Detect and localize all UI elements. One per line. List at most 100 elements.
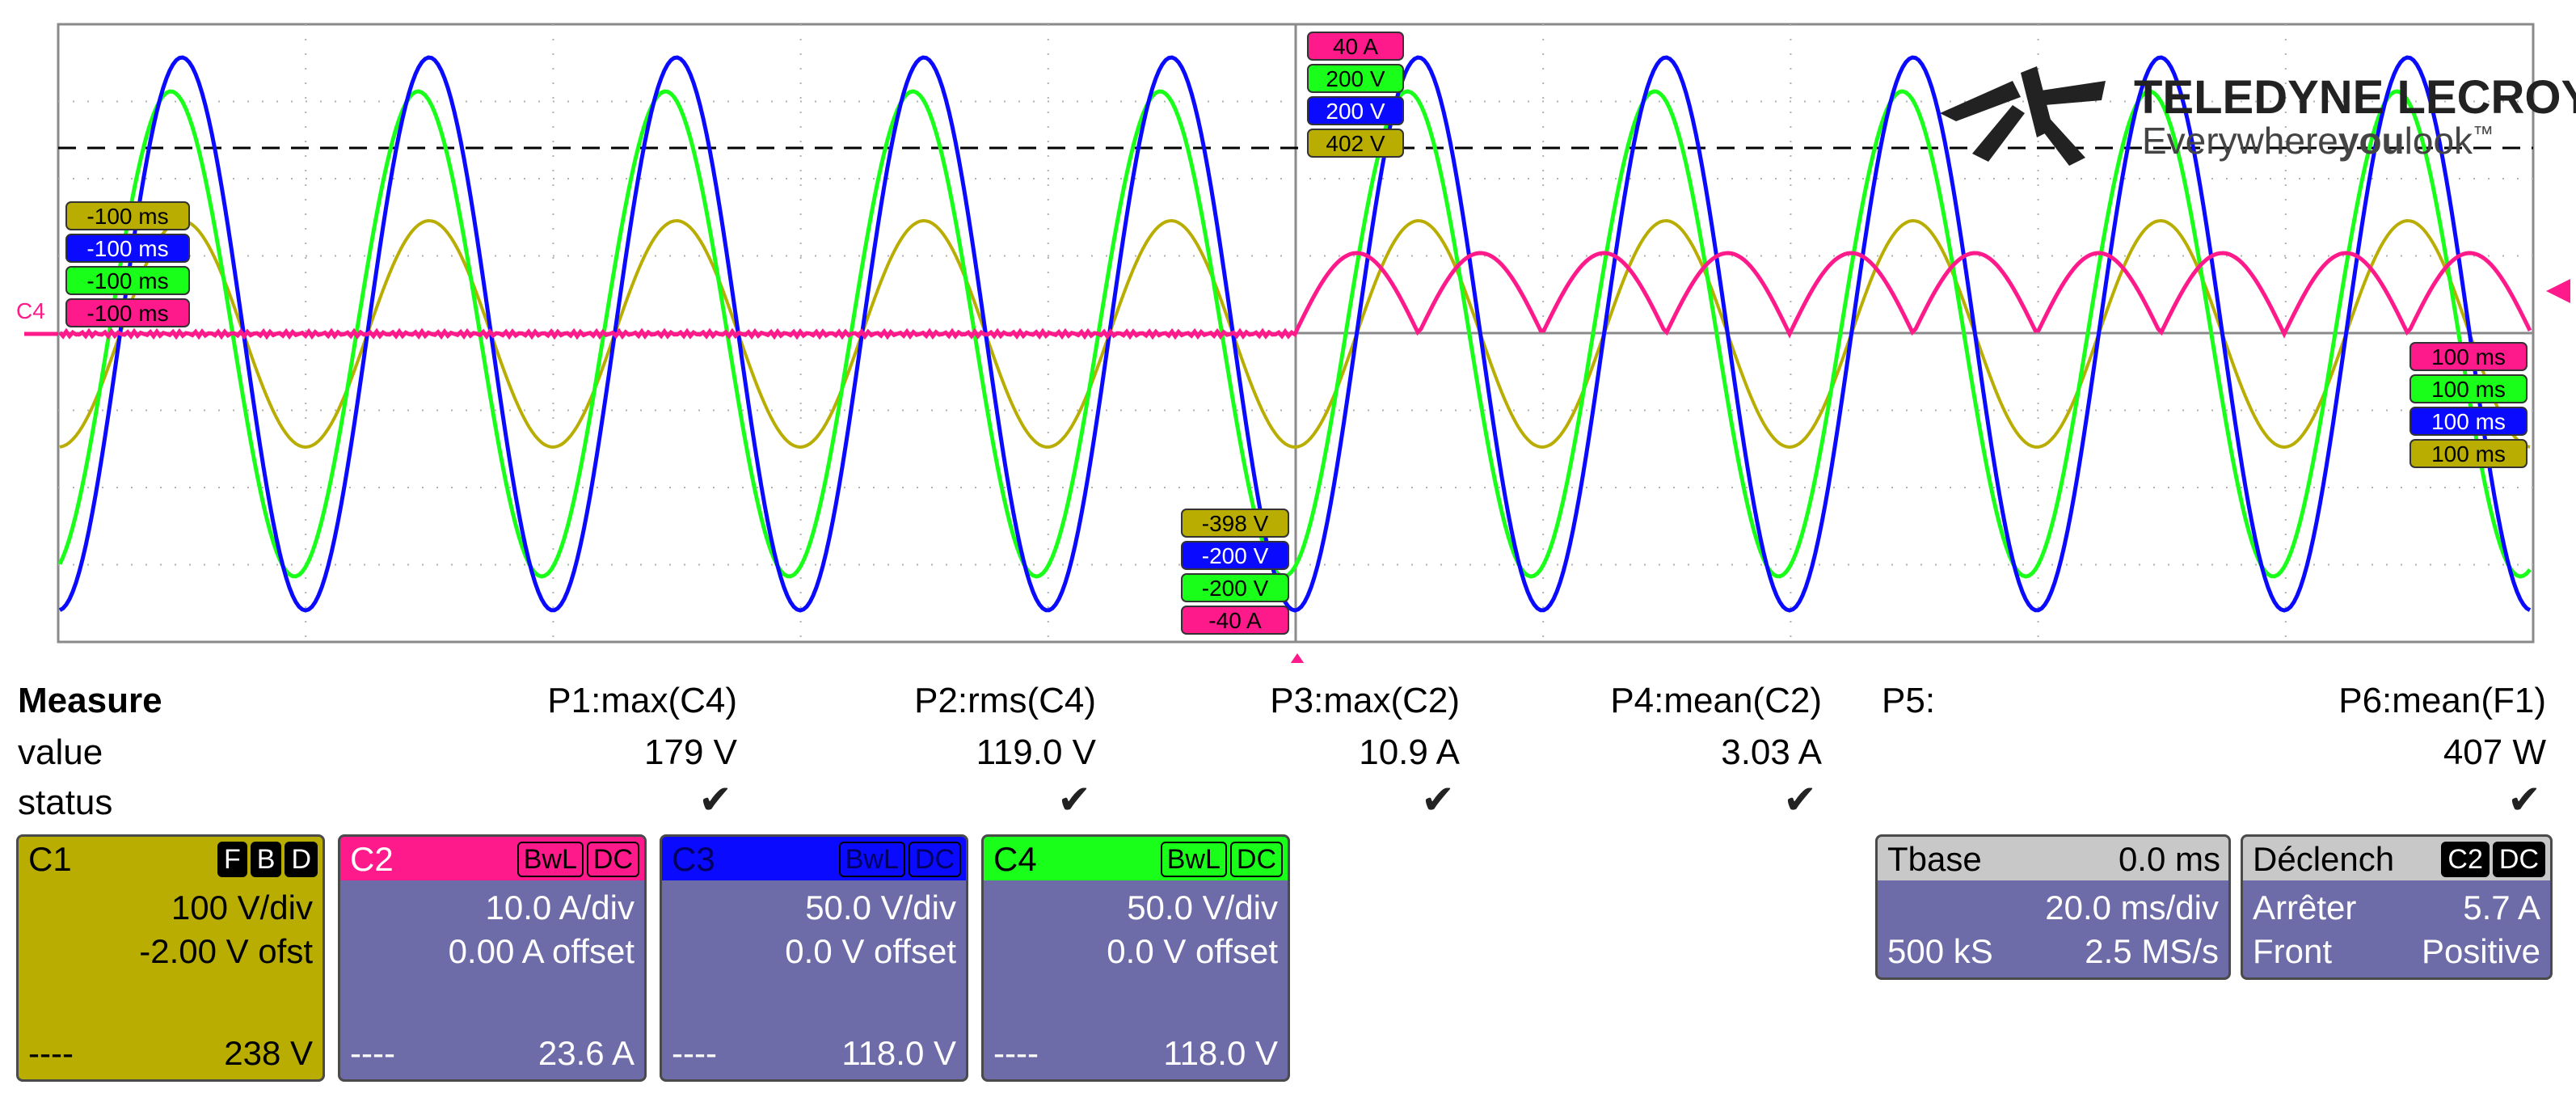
channel-header: C4 BwL DC: [984, 837, 1288, 880]
channel-panel-c3[interactable]: C3 BwL DC 50.0 V/div 0.0 V offset ---- 118.0 V: [660, 834, 968, 1082]
right-tag-text: 100 ms: [2431, 409, 2506, 434]
measure-value-3: 10.9 A: [1359, 732, 1460, 772]
timebase-header: Tbase 0.0 ms: [1878, 837, 2228, 880]
top-tag-text: 200 V: [1326, 99, 1385, 124]
bottom-tag-box: [1181, 509, 1289, 538]
measure-label: Measure: [18, 681, 162, 720]
channel-dashes: ----: [28, 1034, 74, 1072]
measure-value-4: 3.03 A: [1721, 732, 1822, 772]
channel-offset: -2.00 V ofst: [139, 932, 313, 970]
status-label: status: [18, 783, 113, 822]
bottom-tag-text: -398 V: [1202, 511, 1269, 536]
channel-badge: F: [217, 842, 247, 877]
status-check-icon: ✔: [1057, 777, 1091, 822]
channel-badge: DC: [908, 842, 961, 877]
right-level-arrow-icon: [2546, 279, 2570, 303]
channel-dashes: ----: [993, 1034, 1039, 1072]
channel-badges: BwL DC: [838, 842, 961, 877]
channel-badge: B: [250, 842, 282, 877]
measure-param-2[interactable]: P2:rms(C4): [914, 681, 1096, 720]
measure-param-6[interactable]: P6:mean(F1): [2338, 681, 2546, 720]
timebase-label: Tbase: [1887, 840, 1982, 878]
status-check-icon: ✔: [1421, 777, 1455, 822]
top-tag-text: 200 V: [1326, 66, 1385, 91]
right-tag-box: [2409, 374, 2528, 403]
cursor-tags: -100 ms -100 ms -100 ms -100 ms 40 A 200 V 200…: [65, 32, 2528, 635]
trigger-mode: Arrêter: [2253, 889, 2357, 927]
channel-reading: 23.6 A: [538, 1034, 635, 1072]
channel-vdiv: 10.0 A/div: [485, 889, 635, 927]
channel-name: C3: [672, 840, 715, 878]
channel-header: C2 BwL DC: [340, 837, 644, 880]
right-tag-text: 100 ms: [2431, 344, 2506, 369]
brand-tagline: Everywhereyoulook™: [2142, 120, 2494, 162]
bottom-tag-box: [1181, 573, 1289, 602]
waveform-c3: [58, 55, 2532, 613]
measure-param-1[interactable]: P1:max(C4): [547, 681, 737, 720]
right-tag-text: 100 ms: [2431, 377, 2506, 402]
measure-value-1: 179 V: [644, 732, 737, 772]
waveforms: [57, 55, 2532, 613]
top-tag-box: [1307, 32, 1404, 61]
trigger-panel[interactable]: Déclench C2 DC Arrêter 5.7 A Front Posit…: [2241, 834, 2553, 980]
waveform-c2: [58, 251, 2532, 340]
brand-name: TELEDYNE LECROY: [2134, 71, 2576, 124]
measure-param-4[interactable]: P4:mean(C2): [1610, 681, 1822, 720]
channel-header: C3 BwL DC: [662, 837, 966, 880]
status-check-icon: ✔: [698, 777, 732, 822]
channel-vdiv: 50.0 V/div: [1127, 889, 1278, 927]
bottom-tag-text: -200 V: [1202, 543, 1269, 568]
top-tag-text: 402 V: [1326, 131, 1385, 156]
channel-badge: BwL: [838, 842, 905, 877]
bottom-tag-box: [1181, 606, 1289, 635]
timebase-panel[interactable]: Tbase 0.0 ms 20.0 ms/div 500 kS 2.5 MS/s: [1875, 834, 2231, 980]
left-tag-text: -100 ms: [86, 268, 168, 293]
left-tag-box: [65, 266, 190, 295]
channel-reading: 118.0 V: [841, 1034, 956, 1072]
bottom-tag-text: -40 A: [1208, 608, 1262, 633]
trigger-label: Déclench: [2253, 840, 2395, 878]
timebase-delay: 0.0 ms: [2118, 840, 2220, 878]
channel-badges: BwL DC: [516, 842, 639, 877]
channel-reading: 118.0 V: [1163, 1034, 1278, 1072]
timebase-rate: 2.5 MS/s: [2085, 932, 2219, 970]
status-check-icon: ✔: [2507, 777, 2541, 822]
status-check-icon: ✔: [1783, 777, 1817, 822]
channel-badge: BwL: [516, 842, 584, 877]
trigger-coupling-badge: DC: [2492, 842, 2545, 877]
measure-value-2: 119.0 V: [976, 732, 1096, 772]
channel-panel-c1[interactable]: C1 F B D 100 V/div -2.00 V ofst ---- 238 V: [16, 834, 325, 1082]
right-tag-box: [2409, 407, 2528, 436]
channel-panel-c2[interactable]: C2 BwL DC 10.0 A/div 0.00 A offset ---- 23.6 A: [338, 834, 647, 1082]
measure-param-5[interactable]: P5:: [1882, 681, 1936, 720]
channel-header: C1 F B D: [19, 837, 323, 880]
channel-badge: BwL: [1160, 842, 1227, 877]
channel-vdiv: 100 V/div: [171, 889, 313, 927]
channel-panel-c4[interactable]: C4 BwL DC 50.0 V/div 0.0 V offset ---- 118.0 V: [981, 834, 1290, 1082]
channel-badge: DC: [1229, 842, 1283, 877]
measure-value-6: 407 W: [2443, 732, 2546, 772]
channel-name: C1: [28, 840, 72, 878]
trigger-slope-label: Front: [2253, 932, 2333, 970]
top-tag-box: [1307, 64, 1404, 93]
trigger-level: 5.7 A: [2463, 889, 2540, 927]
channel-dashes: ----: [350, 1034, 395, 1072]
left-tag-box: [65, 234, 190, 263]
left-tag-box: [65, 298, 190, 327]
measure-param-3[interactable]: P3:max(C2): [1270, 681, 1460, 720]
left-tag-box: [65, 201, 190, 230]
trigger-position-arrow-icon: [1290, 653, 1305, 663]
left-tag-text: -100 ms: [86, 301, 168, 326]
timebase-samples: 500 kS: [1887, 932, 1993, 970]
trigger-slope: Positive: [2421, 932, 2540, 970]
waveform-display[interactable]: TELEDYNE LECROY Everywhereyoulook™ C4 -1…: [0, 0, 2576, 663]
bottom-tag-box: [1181, 541, 1289, 570]
value-label: value: [18, 732, 103, 772]
channel-vdiv: 50.0 V/div: [805, 889, 956, 927]
left-tag-text: -100 ms: [86, 204, 168, 229]
teledyne-logo: TELEDYNE LECROY Everywhereyoulook™: [1940, 66, 2576, 166]
trigger-badges: C2 DC: [2441, 842, 2545, 877]
channel-badge: DC: [586, 842, 639, 877]
logo-mark-icon: [1940, 66, 2106, 166]
top-tag-text: 40 A: [1333, 34, 1378, 59]
